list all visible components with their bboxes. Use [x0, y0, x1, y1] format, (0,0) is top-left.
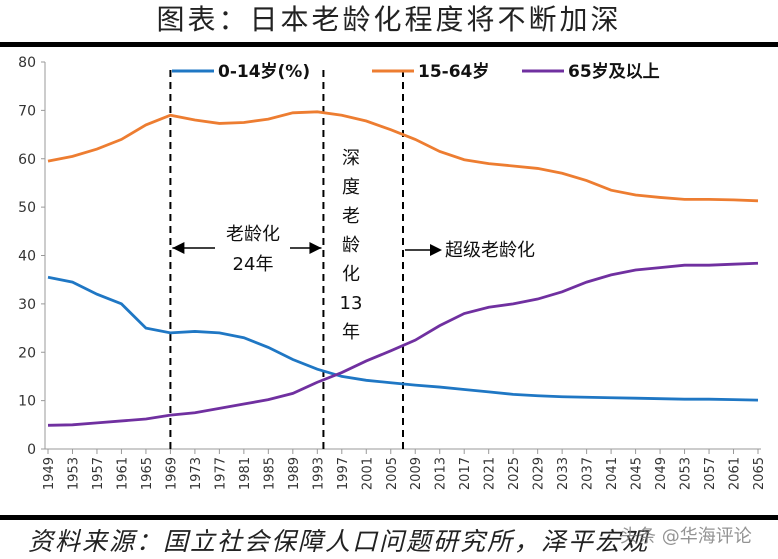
- annotation-super-aging: 超级老龄化: [445, 240, 535, 261]
- x-tick-label: 2045: [630, 457, 645, 490]
- legend-label: 65岁及以上: [568, 61, 660, 82]
- y-tick-label: 80: [18, 55, 36, 71]
- title-rule: [0, 42, 778, 47]
- arrow-left-icon: [172, 242, 185, 254]
- x-tick-label: 1961: [115, 457, 130, 490]
- x-tick-label: 2013: [434, 457, 449, 490]
- arrow-right-icon: [430, 244, 442, 256]
- watermark: 头条 @华海评论: [620, 526, 752, 547]
- x-tick-label: 1949: [42, 457, 57, 490]
- annotation-deep-aging: 度: [342, 177, 360, 198]
- x-tick-label: 2005: [385, 457, 400, 490]
- x-tick-label: 1965: [140, 457, 155, 490]
- annotation-aging-years: 24年: [233, 254, 274, 275]
- x-tick-label: 1973: [189, 457, 204, 490]
- page-title: 图表：日本老龄化程度将不断加深: [156, 3, 622, 36]
- annotation-deep-aging: 13: [340, 293, 363, 314]
- source-rule: [0, 515, 778, 520]
- x-tick-label: 1969: [164, 457, 179, 490]
- x-tick-label: 2065: [752, 457, 767, 490]
- arrow-right-icon: [309, 242, 322, 254]
- legend-label: 15-64岁: [418, 61, 489, 82]
- y-tick-label: 30: [18, 297, 36, 313]
- x-tick-label: 1993: [311, 457, 326, 490]
- x-tick-label: 2021: [483, 457, 498, 490]
- y-tick-label: 70: [18, 103, 36, 119]
- line-chart: 0 10 20 30 40 50 60 70 80 1949 1953 1957 1961 1965 196…: [18, 55, 767, 490]
- x-tick-label: 2053: [679, 457, 694, 490]
- x-tick-label: 2009: [409, 457, 424, 490]
- x-tick-label: 2037: [581, 457, 596, 490]
- y-tick-label: 10: [18, 394, 36, 410]
- x-tick-label: 1989: [287, 457, 302, 490]
- x-tick-label: 1977: [213, 457, 228, 490]
- annotation-deep-aging: 龄: [342, 235, 360, 256]
- x-tick-label: 1953: [66, 457, 81, 490]
- x-tick-label: 2061: [728, 457, 743, 490]
- series-line-1: [47, 110, 759, 203]
- annotation-deep-aging: 化: [342, 264, 360, 285]
- x-tick-label: 2057: [703, 457, 718, 490]
- series-line-0: [47, 275, 759, 402]
- annotation-deep-aging: 年: [342, 322, 360, 343]
- y-tick-label: 40: [18, 249, 36, 265]
- x-tick-label: 2017: [458, 457, 473, 490]
- x-tick-label: 2041: [605, 457, 620, 490]
- x-tick-label: 2049: [654, 457, 669, 490]
- y-tick-label: 20: [18, 345, 36, 361]
- source-note: 资料来源：国立社会保障人口问题研究所，泽平宏观: [28, 527, 650, 556]
- annotation-deep-aging: 老: [342, 206, 360, 227]
- y-tick-label: 0: [27, 442, 36, 458]
- series-line-2: [47, 261, 759, 427]
- y-tick-label: 50: [18, 200, 36, 216]
- x-tick-label: 2025: [507, 457, 522, 490]
- legend-label: 0-14岁(%): [218, 61, 310, 82]
- x-tick-label: 1981: [238, 457, 253, 490]
- x-tick-label: 1997: [336, 457, 351, 490]
- x-tick-label: 1985: [262, 457, 277, 490]
- x-tick-label: 1957: [91, 457, 106, 490]
- x-tick-label: 2033: [556, 457, 571, 490]
- x-tick-label: 2029: [532, 457, 547, 490]
- annotation-deep-aging: 深: [342, 148, 360, 169]
- annotation-aging-label: 老龄化: [226, 224, 280, 245]
- x-tick-label: 2001: [360, 457, 375, 490]
- y-tick-label: 60: [18, 152, 36, 168]
